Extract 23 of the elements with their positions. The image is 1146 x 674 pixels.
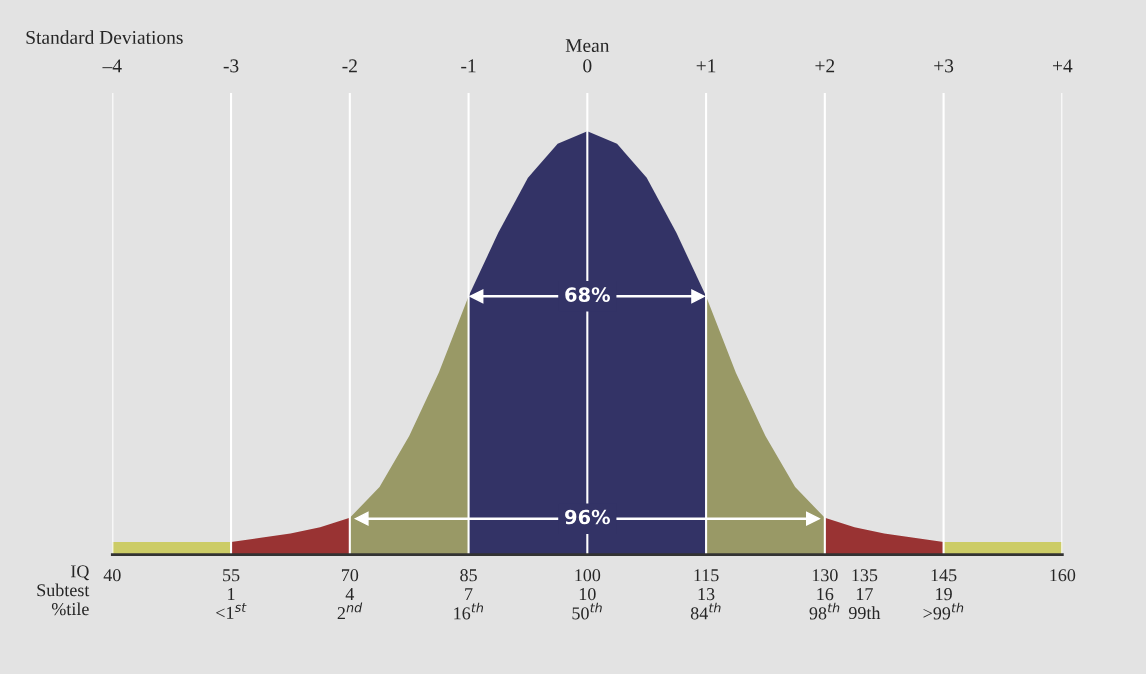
x-tick-label: 135 17 99th	[848, 569, 881, 620]
x-tick-label: 100 10 50$^{th}$	[572, 569, 602, 620]
x-tick-label: 85 7 16$^{th}$	[454, 569, 484, 620]
x-tick-label: 160	[1050, 569, 1076, 582]
annotation: 96%	[565, 509, 610, 525]
x2-tick-label: +2	[815, 59, 835, 73]
annotation: 68%	[565, 287, 610, 302]
x2-tick-label: -1	[461, 59, 476, 73]
text: IQ Subtest %tile	[37, 565, 90, 616]
x-tick-label: 70 4 2$^{nd}$	[337, 569, 363, 620]
x2-tick-label: +4	[1052, 59, 1073, 73]
x-tick-label: 145 19 >99$^{th}$	[923, 569, 964, 620]
x2-tick-label: +1	[696, 59, 716, 73]
x2-tick-label: -2	[342, 59, 357, 73]
x2-tick-label: –4	[102, 59, 122, 73]
x-tick-label: 55 1 <1$^{st}$	[216, 569, 247, 619]
x2-axis-title: Standard Deviations	[26, 30, 183, 44]
x2-tick-label: Mean 0	[565, 39, 610, 73]
x2-tick-label: +3	[934, 59, 954, 73]
x-tick-label: 115 13 84$^{th}$	[690, 569, 721, 620]
x-tick-label: 130 16 98$^{th}$	[809, 569, 840, 620]
x2-tick-label: -3	[223, 59, 239, 73]
x-tick-label: 40	[103, 569, 121, 582]
